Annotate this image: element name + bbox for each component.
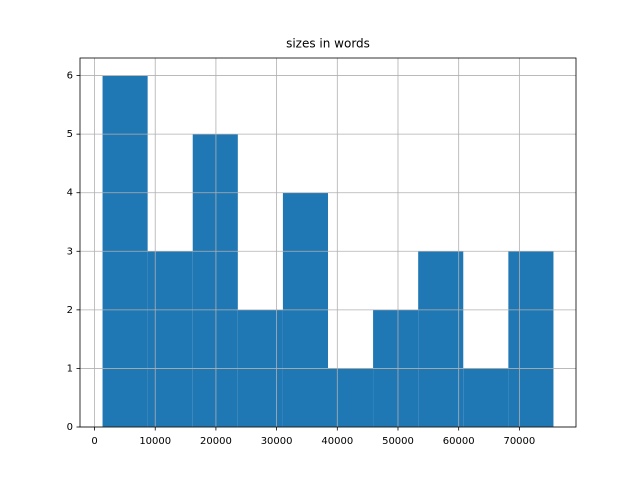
y-tick-label: 6: [67, 71, 73, 82]
bar: [463, 368, 509, 427]
y-tick-label: 3: [67, 246, 73, 257]
bar: [508, 251, 554, 427]
y-tick-label: 4: [67, 188, 73, 199]
x-tick-label: 60000: [443, 436, 475, 447]
axes-frame: [79, 57, 577, 428]
bar: [328, 368, 374, 427]
y-tick-label: 1: [67, 363, 73, 374]
x-tick-label: 30000: [261, 436, 293, 447]
chart-title: sizes in words: [286, 37, 370, 51]
y-tick-label: 0: [67, 422, 73, 433]
bar: [192, 134, 238, 427]
x-tick-label: 10000: [139, 436, 171, 447]
x-tick-label: 40000: [321, 436, 353, 447]
bar: [147, 251, 193, 427]
x-tick-label: 20000: [200, 436, 232, 447]
y-tick-label: 2: [67, 305, 73, 316]
y-tick-label: 5: [67, 129, 73, 140]
bar: [418, 251, 464, 427]
x-tick-label: 50000: [382, 436, 414, 447]
x-tick-label: 0: [91, 436, 97, 447]
x-tick-label: 70000: [503, 436, 535, 447]
plot-area: [80, 58, 576, 428]
